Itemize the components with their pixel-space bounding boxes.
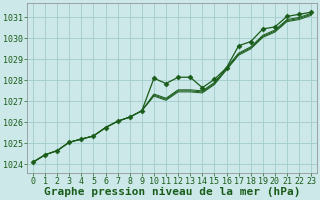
X-axis label: Graphe pression niveau de la mer (hPa): Graphe pression niveau de la mer (hPa) (44, 187, 300, 197)
